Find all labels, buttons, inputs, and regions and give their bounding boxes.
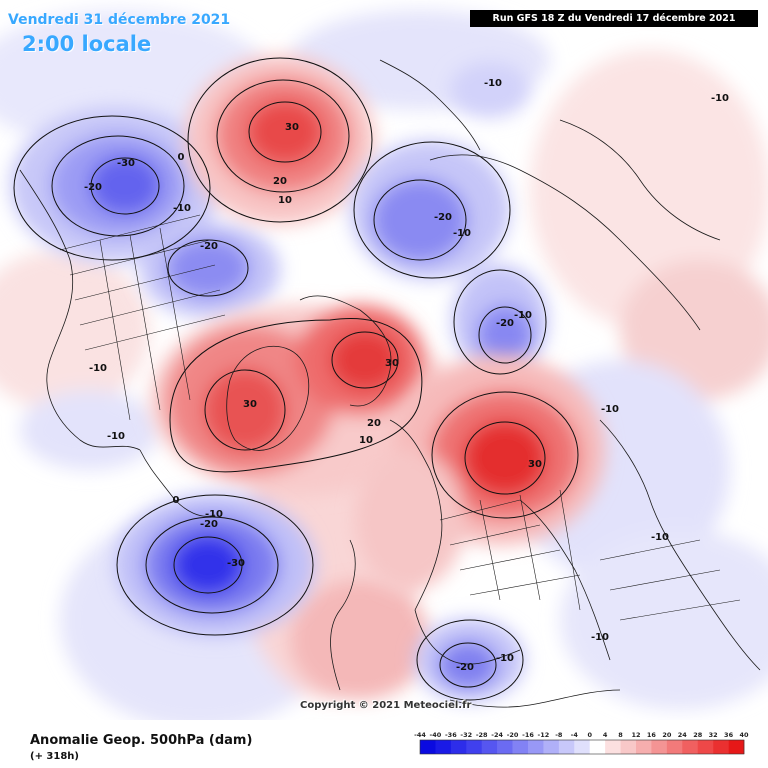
legend-tick-label: 24 [678, 731, 688, 739]
contour-label: -10 [591, 632, 609, 643]
legend-swatch [528, 740, 544, 754]
legend-swatch [713, 740, 729, 754]
legend-tick-label: -4 [571, 731, 579, 739]
contour-label: -20 [200, 241, 218, 252]
contour-label: 20 [273, 176, 287, 187]
positive-anomaly-europe [355, 355, 605, 590]
legend-frame [419, 739, 745, 755]
legend-tick-label: -24 [491, 731, 503, 739]
legend-swatch [620, 740, 637, 754]
legend-swatch [543, 740, 560, 754]
contour-label: -10 [453, 228, 471, 239]
legend-swatch [666, 740, 683, 754]
contour-label: 20 [367, 418, 381, 429]
negative-anomaly-asia [350, 62, 548, 375]
legend-swatch [605, 740, 621, 754]
contour-labels: -30-20-10-200302010-10-20-10-10-20-10-10… [84, 78, 729, 673]
contour-label: -10 [484, 78, 502, 89]
contour-label: 30 [528, 459, 542, 470]
legend-tick-label: -12 [538, 731, 550, 739]
contour-label: 30 [243, 399, 257, 410]
contour-label: 0 [173, 495, 180, 506]
political-borders [59, 214, 741, 621]
legend-swatch [512, 740, 529, 754]
negative-anomaly-mediterranean [415, 618, 525, 702]
contour-label: -10 [107, 431, 125, 442]
legend-swatch [420, 740, 436, 754]
contour-label: -10 [496, 653, 514, 664]
contour-label: 10 [278, 195, 292, 206]
legend-tick-label: 8 [618, 731, 623, 739]
legend-tick-label: 36 [724, 731, 734, 739]
legend-swatch [435, 740, 452, 754]
legend-tick-label: -40 [430, 731, 442, 739]
color-scale-legend: -44 -40 -36 -32 -28 -24 -20 -16 -12 -8 -4 0 4 8 12 16 20… [414, 731, 749, 755]
legend-tick-label: -8 [555, 731, 563, 739]
contour-label: 0 [178, 152, 185, 163]
contour-label: -20 [496, 318, 514, 329]
legend-tick-label: 28 [693, 731, 703, 739]
contour-label: -30 [227, 558, 245, 569]
legend-swatch [574, 740, 591, 754]
legend-tick-label: 12 [631, 731, 640, 739]
legend-tick-label: -36 [445, 731, 457, 739]
contour-label: -10 [173, 203, 191, 214]
contour-label: -20 [456, 662, 474, 673]
contour-label: -20 [434, 212, 452, 223]
legend-swatch [651, 740, 668, 754]
positive-anomaly-siberia [185, 55, 375, 225]
legend-tick-label: 4 [603, 731, 608, 739]
variable-title: Anomalie Geop. 500hPa (dam) [30, 733, 253, 748]
valid-time-title: 2:00 locale [22, 32, 152, 56]
contour-label: -30 [117, 158, 135, 169]
legend-tick-label: 20 [662, 731, 672, 739]
contour-label: -10 [205, 509, 223, 520]
contour-label: -20 [200, 519, 218, 530]
legend-tick-label: 32 [709, 731, 718, 739]
legend-tick-label: -16 [522, 731, 534, 739]
contour-label: -10 [601, 404, 619, 415]
coastlines [19, 59, 761, 708]
forecast-lead-time: (+ 318h) [30, 751, 79, 762]
contour-label: -10 [514, 310, 532, 321]
legend-swatch [728, 740, 745, 754]
legend-tick-label: -20 [507, 731, 519, 739]
legend-swatch [466, 740, 483, 754]
contour-label: -10 [651, 532, 669, 543]
legend-tick-label: 16 [647, 731, 657, 739]
contour-label: 30 [385, 358, 399, 369]
legend-tick-label: -28 [476, 731, 488, 739]
legend-swatch [450, 740, 467, 754]
legend-swatch [589, 740, 606, 754]
contour-label: -10 [711, 93, 729, 104]
legend-swatch [481, 740, 498, 754]
model-run-info: Run GFS 18 Z du Vendredi 17 décembre 202… [470, 10, 758, 27]
negative-anomaly-atlantic [115, 493, 315, 637]
contour-label: -20 [84, 182, 102, 193]
valid-date-title: Vendredi 31 décembre 2021 [8, 12, 231, 28]
positive-anomaly-arctic [150, 305, 450, 495]
legend-swatch [682, 740, 699, 754]
legend-tick-label: 0 [587, 731, 592, 739]
legend-tick-label: 40 [739, 731, 749, 739]
contour-label: -10 [89, 363, 107, 374]
legend-swatch [497, 740, 513, 754]
legend-tick-label: -32 [460, 731, 472, 739]
legend-swatch [558, 740, 575, 754]
negative-anomaly-pacific [10, 107, 280, 318]
legend-swatch [697, 740, 714, 754]
legend-tick-label: -44 [414, 731, 426, 739]
legend-swatch [636, 740, 652, 754]
contour-label: 10 [359, 435, 373, 446]
contour-label: 30 [285, 122, 299, 133]
copyright-notice: Copyright © 2021 Meteociel.fr [300, 700, 472, 711]
contour-lines [13, 57, 579, 701]
